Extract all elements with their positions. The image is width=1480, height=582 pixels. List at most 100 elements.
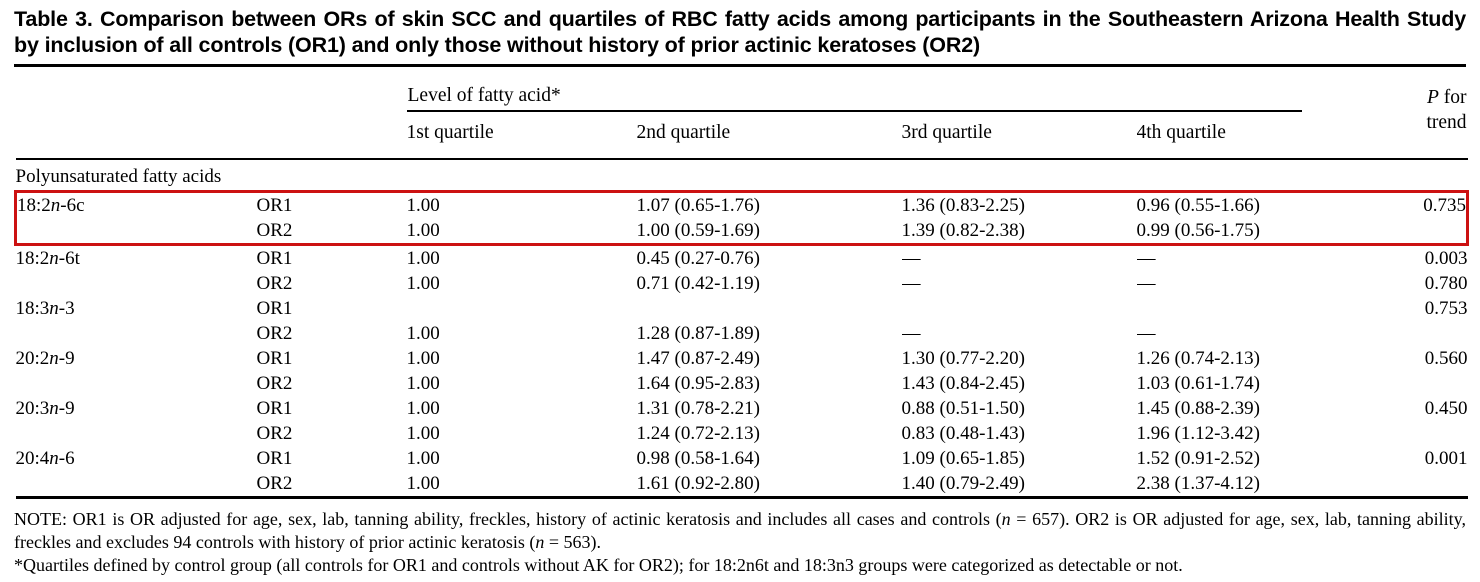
q1-value: 1.00 xyxy=(406,218,637,246)
name-italic: n xyxy=(49,397,59,419)
name-pre: 18:3 xyxy=(15,297,50,319)
or-label: OR2 xyxy=(256,472,293,494)
name-pre: 20:4 xyxy=(15,447,50,469)
group-header-row: Level of fatty acid* P for trend xyxy=(16,67,1468,160)
table-row-highlighted: 18:2n-6c OR1 1.00 1.07 (0.65-1.76) 1.36 … xyxy=(14,190,1470,218)
table-row: 20:4n-6 OR1 1.00 0.98 (0.58-1.64) 1.09 (… xyxy=(16,446,1468,471)
name-pre: 18:2 xyxy=(17,194,51,216)
q3-value: 1.43 (0.84-2.45) xyxy=(901,372,1025,394)
table-row: OR2 1.00 1.24 (0.72-2.13) 0.83 (0.48-1.4… xyxy=(16,421,1468,446)
fatty-acid-label: 20:4n-6 xyxy=(16,446,257,471)
q3-value: — xyxy=(901,272,921,294)
p-italic: P xyxy=(1427,87,1439,108)
p-rest: for xyxy=(1438,87,1467,108)
fatty-acid-label: 18:2n-6t xyxy=(16,245,257,272)
fatty-acid-label: 20:3n-9 xyxy=(16,396,257,421)
p-for-trend-header: P for trend xyxy=(1301,67,1468,160)
section-row: Polyunsaturated fatty acids xyxy=(16,159,1468,192)
note-adjustments: NOTE: OR1 is OR adjusted for age, sex, l… xyxy=(14,508,1466,554)
p-trend-value: 0.450 xyxy=(1424,397,1468,419)
quartile-3-header: 3rd quartile xyxy=(901,111,1137,160)
name-italic: n xyxy=(49,447,59,469)
q4-value: — xyxy=(1136,272,1156,294)
or-label: OR1 xyxy=(256,297,293,319)
p-line2: trend xyxy=(1426,112,1467,133)
table-row: OR2 1.00 0.71 (0.42-1.19) — — 0.780 xyxy=(16,271,1468,296)
fatty-acid-label: 18:3n-3 xyxy=(16,296,257,321)
table-row: OR2 1.00 1.64 (0.95-2.83) 1.43 (0.84-2.4… xyxy=(16,371,1468,396)
group-header-spacer xyxy=(16,67,407,111)
p-trend-value xyxy=(1302,321,1468,346)
or-label: OR1 xyxy=(256,447,293,469)
q3-value: 1.39 (0.82-2.38) xyxy=(901,218,1137,246)
note-quartiles: *Quartiles defined by control group (all… xyxy=(14,555,1183,575)
name-pre: 18:2 xyxy=(15,247,50,269)
name-post: -6t xyxy=(58,247,80,269)
p-trend-value: 0.780 xyxy=(1424,272,1468,294)
name-post: -3 xyxy=(58,297,75,319)
q1-value: 1.00 xyxy=(406,372,440,394)
n-italic: n xyxy=(535,532,545,552)
n-italic: n xyxy=(1001,509,1011,529)
q4-value: 0.99 (0.56-1.75) xyxy=(1136,218,1302,246)
footnotes: NOTE: OR1 is OR adjusted for age, sex, l… xyxy=(14,508,1466,577)
q2-value: 1.31 (0.78-2.21) xyxy=(636,397,760,419)
table-row: 20:2n-9 OR1 1.00 1.47 (0.87-2.49) 1.30 (… xyxy=(16,346,1468,371)
name-post: -9 xyxy=(58,347,75,369)
q4-value: — xyxy=(1136,247,1156,269)
q3-value: 1.09 (0.65-1.85) xyxy=(901,447,1025,469)
quartile-header-spacer xyxy=(15,111,407,160)
q3-value: 1.30 (0.77-2.20) xyxy=(901,347,1025,369)
q2-value: 1.64 (0.95-2.83) xyxy=(636,372,760,394)
q2-value: 0.45 (0.27-0.76) xyxy=(636,247,760,269)
p-trend-value: 0.003 xyxy=(1424,247,1468,269)
q3-value: 1.40 (0.79-2.49) xyxy=(901,472,1025,494)
fatty-acid-label xyxy=(16,321,257,346)
quartile-2-header: 2nd quartile xyxy=(636,111,902,160)
name-italic: n xyxy=(50,194,61,216)
table-row: 18:2n-6t OR1 1.00 0.45 (0.27-0.76) — — 0… xyxy=(16,245,1468,272)
fatty-acid-label xyxy=(16,371,257,396)
quartile-header-row: 1st quartile 2nd quartile 3rd quartile 4… xyxy=(15,111,1468,160)
q2-value xyxy=(637,296,902,321)
name-italic: n xyxy=(49,297,59,319)
or-label: OR2 xyxy=(256,272,293,294)
table-row: 20:3n-9 OR1 1.00 1.31 (0.78-2.21) 0.88 (… xyxy=(16,396,1468,421)
or-label: OR1 xyxy=(256,347,293,369)
fatty-acid-level-header: Level of fatty acid* xyxy=(406,67,1302,112)
section-label: Polyunsaturated fatty acids xyxy=(15,166,222,187)
or-label: OR2 xyxy=(256,422,293,444)
fatty-acid-label: 18:2n-6c xyxy=(14,190,257,218)
quartile-4-header: 4th quartile xyxy=(1136,111,1302,160)
or-label: OR1 xyxy=(256,247,293,269)
p-trend-value xyxy=(1302,471,1468,498)
fatty-acid-label xyxy=(16,421,257,446)
q3-value: — xyxy=(901,247,921,269)
name-italic: n xyxy=(49,247,59,269)
or-label: OR2 xyxy=(256,322,293,344)
fatty-acid-label xyxy=(14,218,257,246)
q4-value: 0.96 (0.55-1.66) xyxy=(1136,190,1302,218)
q4-value: 1.26 (0.74-2.13) xyxy=(1136,347,1260,369)
q1-value: 1.00 xyxy=(406,447,440,469)
q2-value: 0.71 (0.42-1.19) xyxy=(636,272,760,294)
name-pre: 20:2 xyxy=(15,347,50,369)
q3-value: 0.83 (0.48-1.43) xyxy=(901,422,1025,444)
q4-value: 1.03 (0.61-1.74) xyxy=(1136,372,1260,394)
table-caption: Table 3. Comparison between ORs of skin … xyxy=(14,7,1466,57)
name-post: -6 xyxy=(58,447,75,469)
fatty-acid-label xyxy=(16,271,257,296)
note1-seg3: = 563). xyxy=(544,532,602,552)
q1-value xyxy=(407,296,637,321)
note1-seg1: NOTE: OR1 is OR adjusted for age, sex, l… xyxy=(14,509,1002,529)
q4-value: 1.52 (0.91-2.52) xyxy=(1136,447,1260,469)
q2-value: 1.00 (0.59-1.69) xyxy=(636,218,902,246)
q1-value: 1.00 xyxy=(406,190,637,218)
quartile-1-header: 1st quartile xyxy=(406,111,637,160)
q1-value: 1.00 xyxy=(406,322,440,344)
name-italic: n xyxy=(49,347,59,369)
fatty-acid-label: 20:2n-9 xyxy=(16,346,257,371)
q4-value xyxy=(1137,296,1302,321)
q1-value: 1.00 xyxy=(406,422,440,444)
p-trend-value: 0.560 xyxy=(1424,347,1468,369)
